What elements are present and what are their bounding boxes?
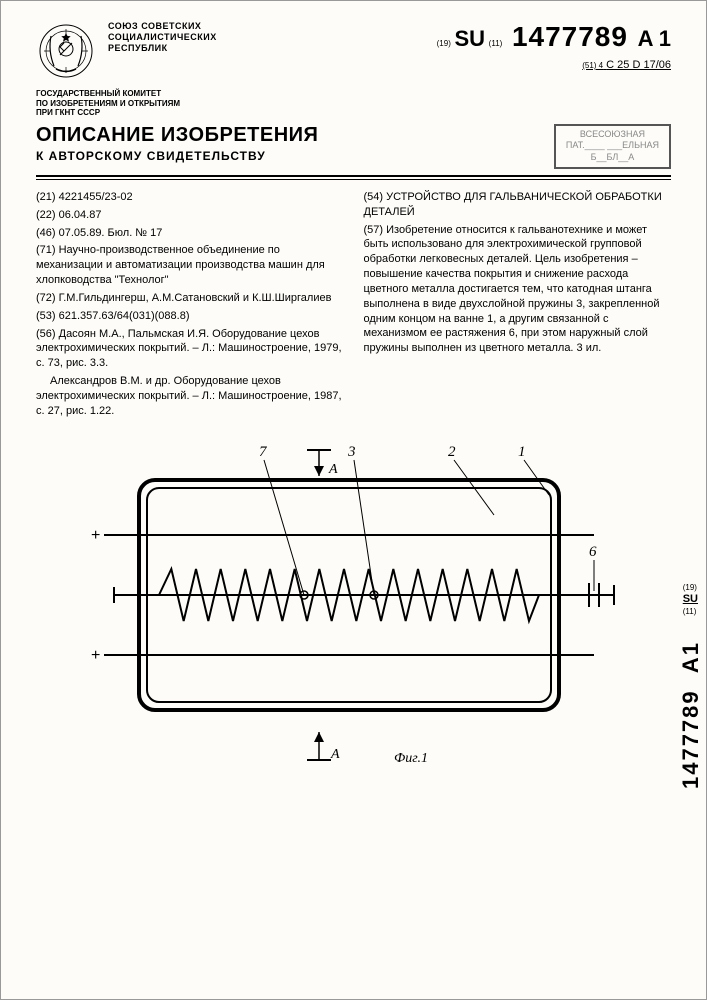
field-54: (54) УСТРОЙСТВО ДЛЯ ГАЛЬВАНИЧЕСКОЙ ОБРАБ… [364, 190, 672, 220]
svg-text:А: А [330, 747, 340, 762]
text-columns: (21) 4221455/23-02 (22) 06.04.87 (46) 07… [36, 190, 671, 422]
svg-text:+: + [91, 647, 100, 664]
figure-1: + +7 3 2 1 6 А А Фиг.1 [36, 440, 671, 770]
right-column: (54) УСТРОЙСТВО ДЛЯ ГАЛЬВАНИЧЕСКОЙ ОБРАБ… [364, 190, 672, 422]
svg-text:3: 3 [347, 444, 356, 460]
field-53: (53) 621.357.63/64(031)(088.8) [36, 309, 344, 324]
field-22: (22) 06.04.87 [36, 208, 344, 223]
svg-text:2: 2 [448, 444, 456, 460]
field-72: (72) Г.М.Гильдингерш, А.М.Сатановский и … [36, 291, 344, 306]
svg-text:+: + [91, 527, 100, 544]
patent-code: (19) SU (11) 1477789 A 1 (51) 4 С 25 D 1… [437, 21, 671, 71]
ussr-emblem [36, 21, 96, 81]
divider-thick [36, 175, 671, 177]
svg-text:7: 7 [259, 444, 268, 460]
committee-text: ГОСУДАРСТВЕННЫЙ КОМИТЕТ ПО ИЗОБРЕТЕНИЯМ … [36, 89, 216, 118]
document-title: ОПИСАНИЕ ИЗОБРЕТЕНИЯ [36, 124, 318, 147]
divider-thin [36, 179, 671, 180]
side-patent-number: 1477789 A1 [678, 641, 704, 789]
title-row: ОПИСАНИЕ ИЗОБРЕТЕНИЯ К АВТОРСКОМУ СВИДЕТ… [36, 124, 671, 169]
field-56-ref1: (56) Дасоян М.А., Пальмская И.Я. Оборудо… [36, 327, 344, 372]
side-code: (19) SU (11) [683, 581, 698, 617]
svg-text:А: А [328, 462, 338, 477]
field-56-ref2: Александров В.М. и др. Оборудование цехо… [36, 374, 344, 419]
union-name: СОЮЗ СОВЕТСКИХ СОЦИАЛИСТИЧЕСКИХ РЕСПУБЛИ… [108, 21, 425, 53]
title-block: ОПИСАНИЕ ИЗОБРЕТЕНИЯ К АВТОРСКОМУ СВИДЕТ… [36, 124, 318, 163]
library-stamp: ВСЕСОЮЗНАЯ ПАТ.____ ___ЕЛЬНАЯ Б__БЛ__А [554, 124, 671, 169]
field-46: (46) 07.05.89. Бюл. № 17 [36, 226, 344, 241]
document-subtitle: К АВТОРСКОМУ СВИДЕТЕЛЬСТВУ [36, 149, 318, 163]
svg-text:6: 6 [589, 544, 597, 560]
field-71: (71) Научно-производственное объединение… [36, 243, 344, 288]
svg-text:1: 1 [518, 444, 526, 460]
svg-text:Фиг.1: Фиг.1 [394, 751, 428, 766]
patent-page: СОЮЗ СОВЕТСКИХ СОЦИАЛИСТИЧЕСКИХ РЕСПУБЛИ… [0, 0, 707, 1000]
union-text: СОЮЗ СОВЕТСКИХ СОЦИАЛИСТИЧЕСКИХ РЕСПУБЛИ… [108, 21, 425, 53]
ipc-classification: (51) 4 С 25 D 17/06 [437, 59, 671, 71]
patent-number: 1477789 [512, 21, 628, 53]
field-57: (57) Изобретение относится к гальванотех… [364, 223, 672, 357]
field-21: (21) 4221455/23-02 [36, 190, 344, 205]
left-column: (21) 4221455/23-02 (22) 06.04.87 (46) 07… [36, 190, 344, 422]
header: СОЮЗ СОВЕТСКИХ СОЦИАЛИСТИЧЕСКИХ РЕСПУБЛИ… [36, 21, 671, 81]
